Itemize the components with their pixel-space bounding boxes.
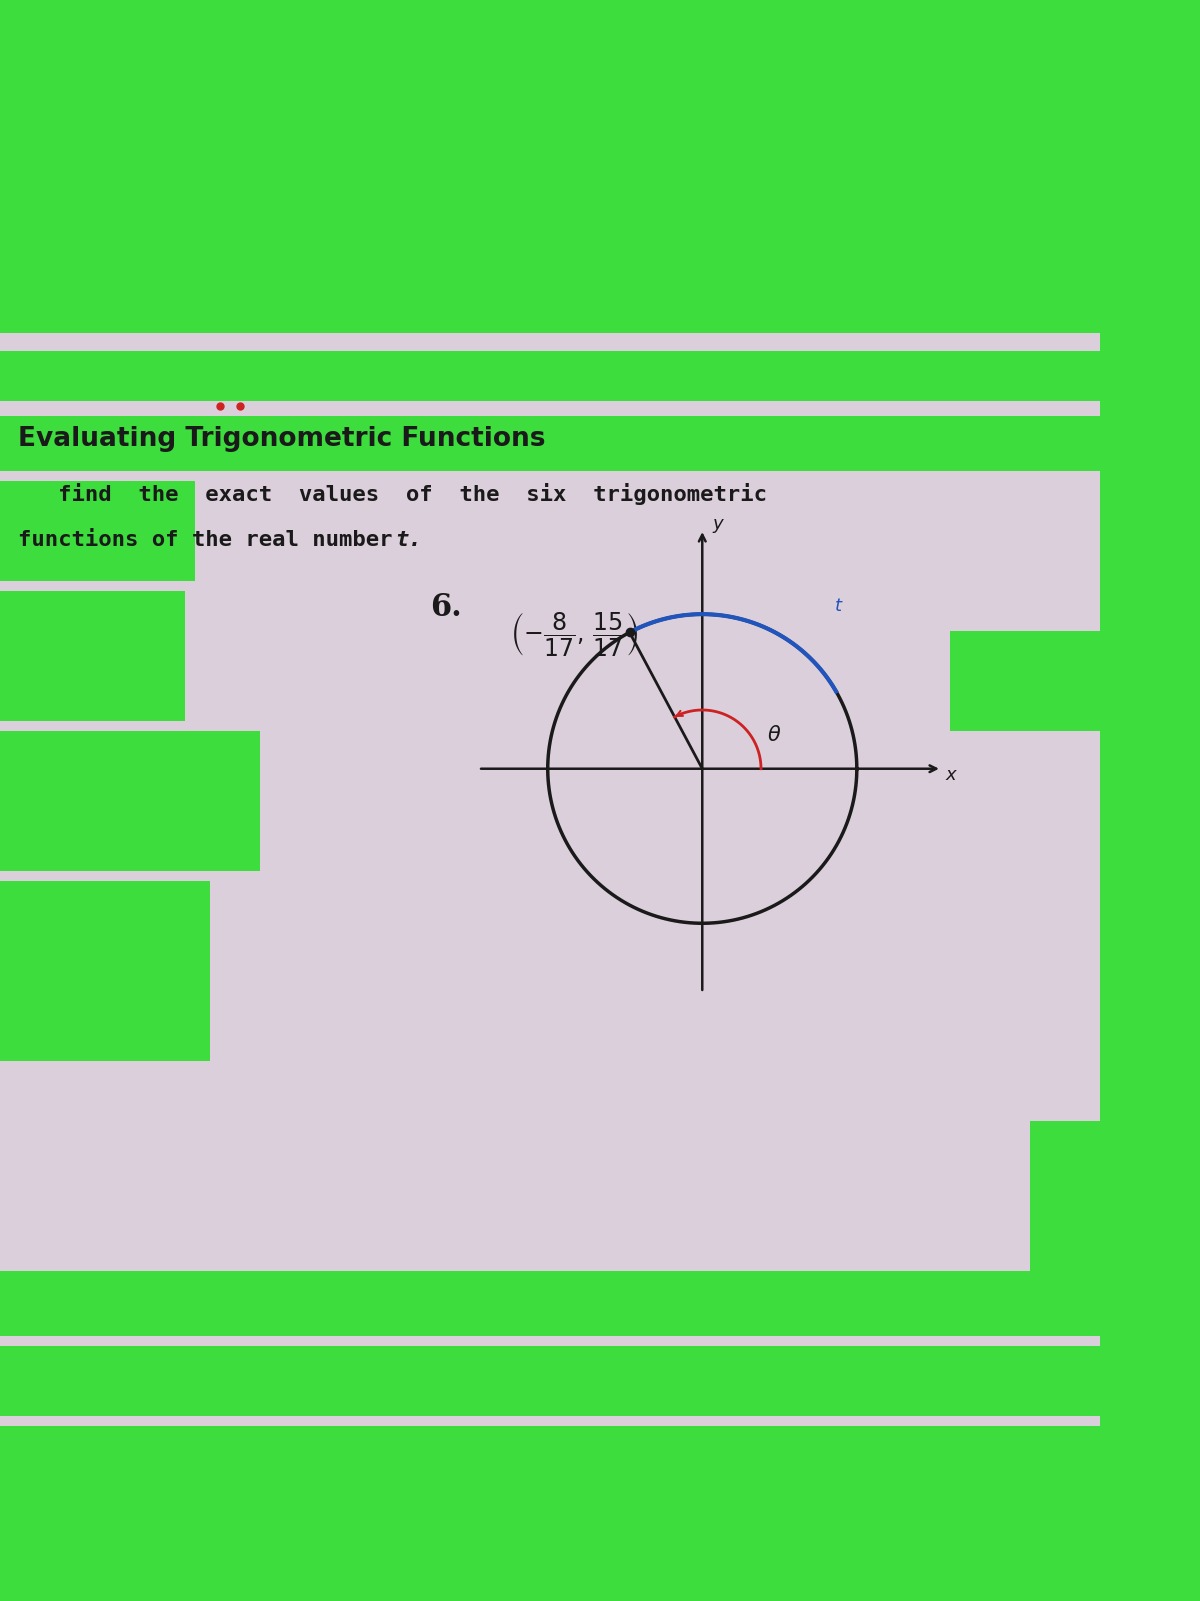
Bar (0, 0, 1200, 70)
Text: $\theta$: $\theta$ (767, 725, 781, 744)
Bar (0, 226, 1200, 271)
Bar (0, 1511, 1200, 1601)
Text: $y$: $y$ (712, 517, 725, 535)
Text: Evaluating Trigonometric Functions: Evaluating Trigonometric Functions (18, 426, 546, 451)
Bar (0, 480, 194, 581)
Bar (0, 416, 1200, 471)
Text: $x$: $x$ (944, 765, 958, 783)
Text: functions of the real number: functions of the real number (18, 530, 406, 551)
Bar (0, 91, 1200, 146)
Bar (0, 732, 260, 871)
Bar (0, 1346, 1200, 1415)
Text: t.: t. (395, 530, 421, 551)
Bar (0, 287, 1200, 333)
Bar (0, 331, 1100, 1462)
Bar (0, 162, 1200, 211)
Text: find  the  exact  values  of  the  six  trigonometric: find the exact values of the six trigono… (18, 484, 767, 504)
Text: $t$: $t$ (834, 597, 844, 615)
Bar (950, 631, 1200, 732)
Bar (0, 881, 210, 1061)
Bar (1030, 1121, 1200, 1302)
Bar (0, 1426, 1200, 1502)
Bar (0, 591, 185, 720)
Bar (0, 1271, 1200, 1335)
Text: $\left(-\dfrac{8}{17},\,\dfrac{15}{17}\right)$: $\left(-\dfrac{8}{17},\,\dfrac{15}{17}\r… (510, 610, 638, 658)
Text: 6.: 6. (430, 592, 462, 623)
Bar (0, 351, 1200, 400)
